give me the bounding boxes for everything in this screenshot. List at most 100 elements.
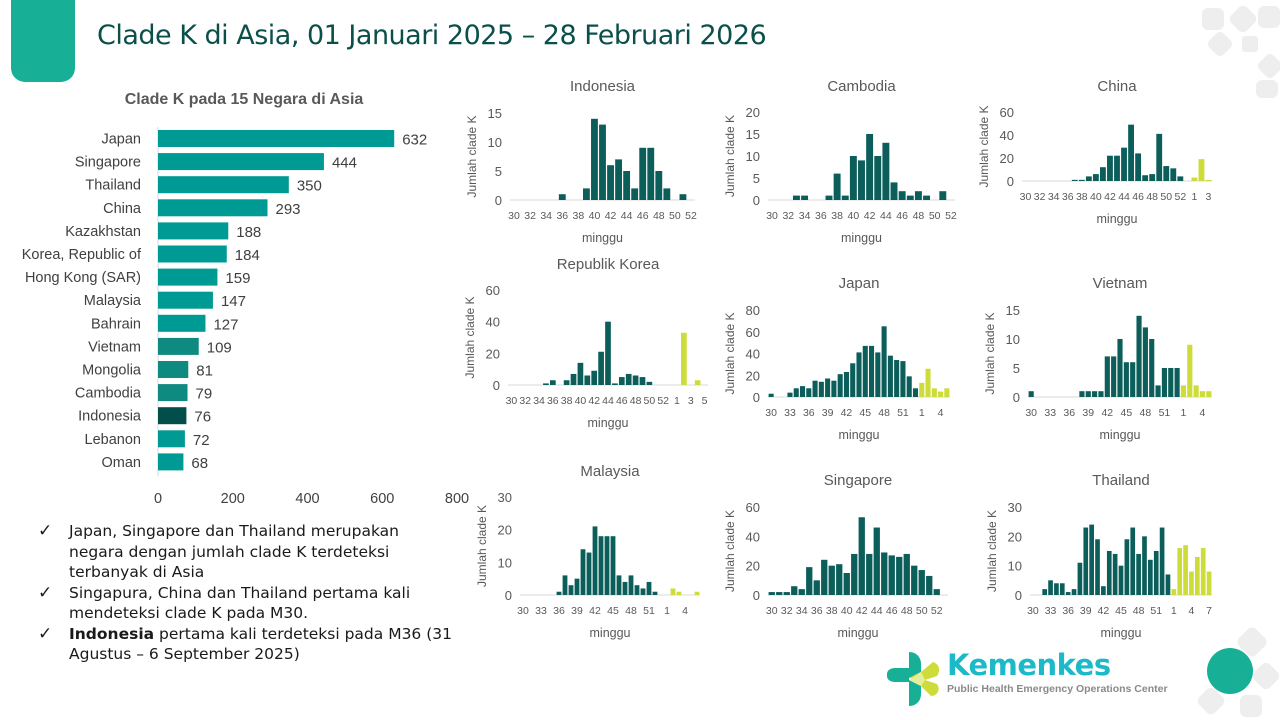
bar-week-47-2025 [647, 147, 655, 200]
y-tick-label: 5 [1013, 361, 1020, 376]
bar-week-47-2025 [1142, 175, 1149, 181]
bar-lebanon [158, 430, 185, 448]
bar-week-45-2025 [890, 182, 898, 200]
bar-week-45-2025 [631, 188, 639, 200]
x-tick-label: 3 [688, 395, 694, 407]
x-axis-label: minggu [841, 231, 882, 245]
bar-week-40-2025 [1092, 391, 1098, 397]
x-tick-label: 7 [1206, 605, 1212, 617]
note-text: Singapura, China dan Thailand pertama ka… [69, 583, 411, 623]
bar-week-43-2025 [850, 363, 856, 397]
bar-week-5-2026 [1194, 556, 1200, 595]
bar-week-39-2025 [1085, 176, 1092, 181]
x-tick-label: 48 [1133, 605, 1145, 617]
x-tick-label: 1 [1191, 191, 1197, 203]
x-axis-label: minggu [588, 416, 629, 430]
bar-week-4-2026 [1199, 391, 1206, 397]
data-label: 81 [196, 363, 213, 380]
chart-cambodia: Cambodia Jumlah clade K 0 5 10 15 20 30 32 34 36 38… [723, 78, 957, 245]
y-axis-label: Jumlah clade K [983, 312, 997, 394]
x-axis-label: minggu [1101, 626, 1142, 640]
y-axis-label: Jumlah clade K [977, 105, 991, 187]
x-tick-label: 36 [1062, 191, 1074, 203]
bar-week-51-2025 [900, 361, 906, 397]
bar-week-39-2025 [582, 188, 590, 200]
bar-week-42-2025 [1101, 586, 1106, 595]
x-tick-label: 30 [1025, 407, 1037, 419]
x-tick-label: 1 [1171, 605, 1177, 617]
bar-week-47-2025 [906, 195, 914, 200]
data-label: 76 [194, 409, 211, 426]
bar-week-50-2025 [1148, 559, 1153, 595]
chart-title: Thailand [1092, 472, 1150, 489]
x-tick-label: 32 [781, 605, 793, 617]
y-tick-label: 60 [1000, 105, 1014, 120]
x-tick-label: 44 [602, 395, 614, 407]
bar-week-40-2025 [849, 156, 857, 200]
bar-week-41-2025 [599, 124, 606, 200]
bar-week-40-2025 [843, 573, 850, 595]
category-label: Japan [101, 132, 141, 148]
bar-week-51-2025 [939, 191, 947, 200]
category-label: China [103, 201, 142, 217]
y-tick-label: 15 [488, 106, 502, 121]
bar-week-46-2025 [616, 575, 622, 595]
note-item: ✓ Japan, Singapore dan Thailand merupaka… [38, 521, 458, 583]
bar-week-41-2025 [1100, 167, 1106, 181]
bar-week-40-2025 [1089, 524, 1094, 595]
x-tick-label: 50 [1160, 191, 1172, 203]
bar-week-46-2025 [869, 345, 875, 397]
bar-week-41-2025 [1095, 539, 1100, 595]
x-tick-label: 52 [685, 210, 697, 222]
bar-week-38-2025 [1077, 562, 1083, 595]
category-label: Korea, Republic of [22, 247, 142, 263]
x-tick-label: 4 [682, 605, 688, 617]
bar-week-45-2025 [610, 536, 616, 595]
bar-week-37-2025 [812, 380, 818, 397]
x-tick-label: 1 [919, 407, 925, 419]
category-label: Thailand [85, 178, 141, 194]
bar-week-39-2025 [825, 378, 831, 397]
y-tick-label: 15 [1006, 303, 1020, 318]
bar-week-53-2025 [912, 388, 919, 397]
y-tick-label: 60 [746, 325, 760, 340]
bar-week-36-2025 [1065, 592, 1071, 595]
bar-week-42-2025 [591, 370, 598, 385]
y-axis-label: Jumlah clade K [465, 115, 479, 197]
x-tick-label: 46 [886, 605, 898, 617]
x-tick-label: 52 [945, 210, 957, 222]
y-tick-label: 20 [486, 346, 500, 361]
bar-week-3-2026 [1183, 545, 1188, 595]
bar-week-50-2025 [646, 381, 653, 385]
x-tick-label: 34 [540, 210, 552, 222]
x-tick-label: 45 [607, 605, 619, 617]
bar-week-42-2025 [866, 134, 874, 200]
bar-week-40-2025 [580, 549, 586, 595]
bar-week-33-2025 [792, 195, 800, 200]
bar-week-51-2025 [926, 575, 933, 595]
bar-singapore [158, 153, 324, 171]
x-tick-label: 1 [664, 605, 670, 617]
bar-week-43-2025 [1111, 356, 1117, 397]
bar-week-45-2025 [862, 345, 868, 397]
y-tick-label: 40 [746, 529, 760, 544]
bar-week-4-2026 [1189, 571, 1194, 595]
x-tick-label: 40 [841, 605, 853, 617]
data-label: 293 [276, 201, 301, 218]
x-tick-label: 52 [657, 395, 669, 407]
bar-week-35-2025 [543, 383, 549, 385]
bar-week-34-2025 [798, 589, 805, 595]
bar-week-42-2025 [843, 371, 849, 397]
y-tick-label: 20 [498, 523, 512, 538]
y-tick-label: 10 [488, 135, 502, 150]
x-tick-label: 46 [637, 210, 649, 222]
x-tick-label: 36 [803, 407, 815, 419]
bar-week-3-2026 [1193, 385, 1199, 397]
bar-week-35-2025 [806, 567, 813, 595]
chart-thailand: Thailand Jumlah clade K 0 10 20 30 30 33 36 39 42 4… [985, 472, 1212, 640]
note-text: Japan, Singapore dan Thailand merupakan … [69, 522, 399, 581]
y-tick-label: 60 [486, 283, 500, 298]
x-axis-label: minggu [582, 231, 623, 245]
